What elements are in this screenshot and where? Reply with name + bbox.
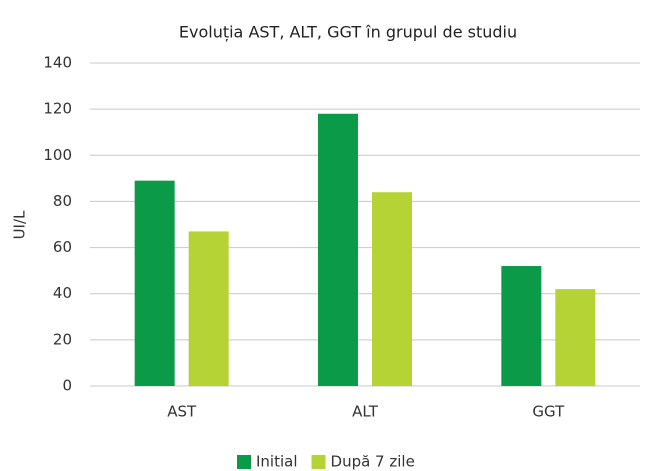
y-tick-label: 60	[53, 238, 72, 256]
y-tick-label: 100	[43, 146, 72, 164]
y-axis-label: UI/L	[11, 210, 29, 239]
bar	[318, 113, 358, 386]
y-tick-label: 40	[53, 284, 72, 302]
y-tick-label: 140	[43, 54, 72, 72]
bar	[555, 289, 596, 386]
bar	[188, 231, 229, 386]
x-tick-label: ALT	[352, 403, 379, 421]
y-tick-label: 20	[53, 330, 72, 348]
bar	[372, 192, 412, 386]
bar	[501, 266, 542, 386]
bar	[134, 180, 175, 386]
y-tick-label: 120	[43, 100, 72, 118]
chart-title: Evoluția AST, ALT, GGT în grupul de stud…	[179, 23, 517, 42]
legend-swatch	[237, 455, 251, 469]
y-tick-label: 80	[53, 192, 72, 210]
y-tick-label: 0	[62, 377, 72, 395]
x-tick-label: AST	[167, 403, 197, 421]
legend-swatch	[311, 455, 326, 469]
x-tick-label: GGT	[532, 403, 565, 421]
legend-label: După 7 zile	[331, 453, 415, 471]
legend-label: Initial	[256, 453, 298, 471]
